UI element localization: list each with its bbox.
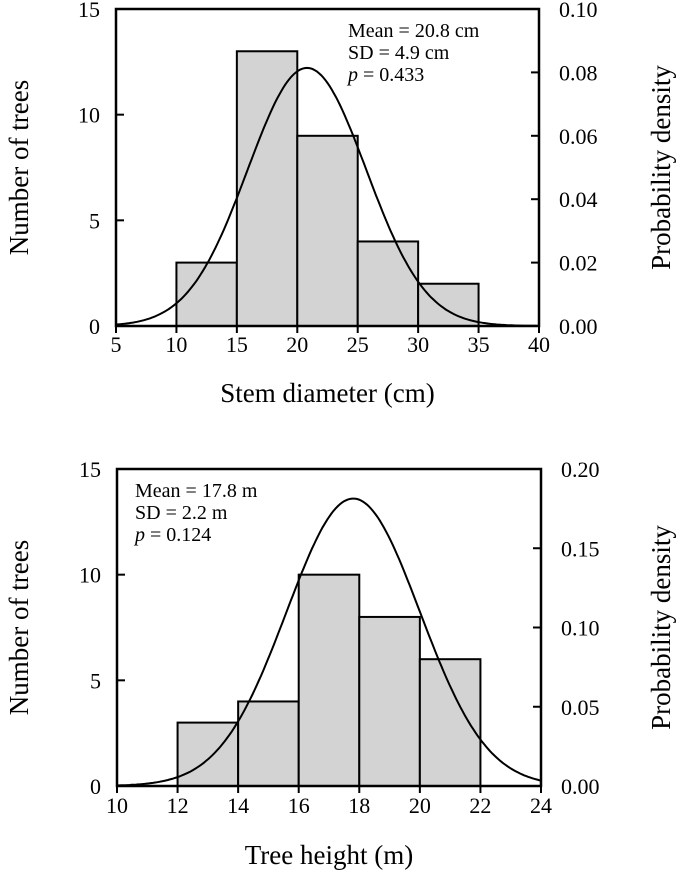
y2-tick-label: 0.00 [559,314,598,339]
p-value: 0.433 [379,64,424,86]
chart-panel-2: 10 12 14 16 18 20 22 24 0 5 10 15 0.00 0.05 0.10 0.15 0.… [4,457,676,870]
x-tick-label: 20 [409,793,431,818]
y-tick-label: 15 [78,0,100,22]
stat-p-value: p = 0.124 [133,524,211,546]
x-tick-label: 14 [227,793,249,818]
histogram-bar [358,615,421,788]
x-tick-label: 10 [106,793,128,818]
x-tick-label: 25 [347,332,369,357]
x-tick-label: 20 [286,332,308,357]
y-tick-label: 10 [79,563,101,588]
x-tick-label: 5 [111,332,122,357]
stat-p-value: p = 0.433 [346,64,424,86]
x-tick-label: 22 [469,793,491,818]
p-value: 0.124 [166,524,211,546]
histogram-bar [297,573,361,788]
stat-sd: SD = 4.9 cm [348,42,450,64]
chart-panel-1: 5 10 15 20 25 30 35 400510150.000.020.040.060.0… [4,0,676,408]
y2-tick-label: 0.02 [559,251,598,276]
p-equals: = [145,524,166,546]
stat-mean: Mean = 17.8 m [135,480,258,502]
y-tick-label: 15 [79,457,101,482]
x-tick-label: 16 [288,793,310,818]
p-equals: = [358,64,379,86]
normal-curve [116,497,542,787]
stat-sd: SD = 2.2 m [135,502,228,524]
histogram-bar [235,50,299,328]
y-axis-title: Number of trees [4,80,34,255]
histogram-bar [418,658,482,788]
p-symbol: p [346,64,358,86]
y2-tick-label: 0.10 [559,0,598,22]
histogram-bar [176,721,240,787]
y-tick-label: 10 [78,103,100,128]
x-tick-label: 35 [468,332,490,357]
histogram-bar [296,134,359,327]
y2-tick-label: 0.10 [561,616,600,641]
y2-tick-label: 0.00 [561,774,600,799]
y2-tick-label: 0.06 [559,124,598,149]
x-axis-title: Stem diameter (cm) [220,378,434,408]
x-tick-label: 18 [348,793,370,818]
y-tick-label: 5 [90,668,101,693]
y2-tick-label: 0.05 [561,695,600,720]
y2-axis-title: Probability density [646,65,676,270]
y2-tick-label: 0.15 [561,536,600,561]
histogram-bar [356,240,420,327]
y2-tick-label: 0.08 [559,60,598,85]
y2-axis-title: Probability density [646,525,676,730]
y-tick-label: 0 [89,314,100,339]
stat-mean: Mean = 20.8 cm [348,20,480,42]
plot-frame [114,7,541,328]
y2-tick-label: 0.04 [559,187,598,212]
x-tick-label: 15 [226,332,248,357]
histogram-bar [237,700,300,788]
y-axis-title: Number of trees [4,540,34,715]
normal-curve [115,66,539,327]
y-tick-label: 5 [89,208,100,233]
x-tick-label: 10 [165,332,187,357]
x-tick-label: 30 [407,332,429,357]
x-tick-label: 40 [528,332,550,357]
y-tick-label: 0 [90,774,101,799]
p-symbol: p [133,524,145,546]
x-tick-label: 24 [530,793,552,818]
x-axis-title: Tree height (m) [245,840,413,870]
y2-tick-label: 0.20 [561,457,600,482]
x-tick-label: 12 [167,793,189,818]
